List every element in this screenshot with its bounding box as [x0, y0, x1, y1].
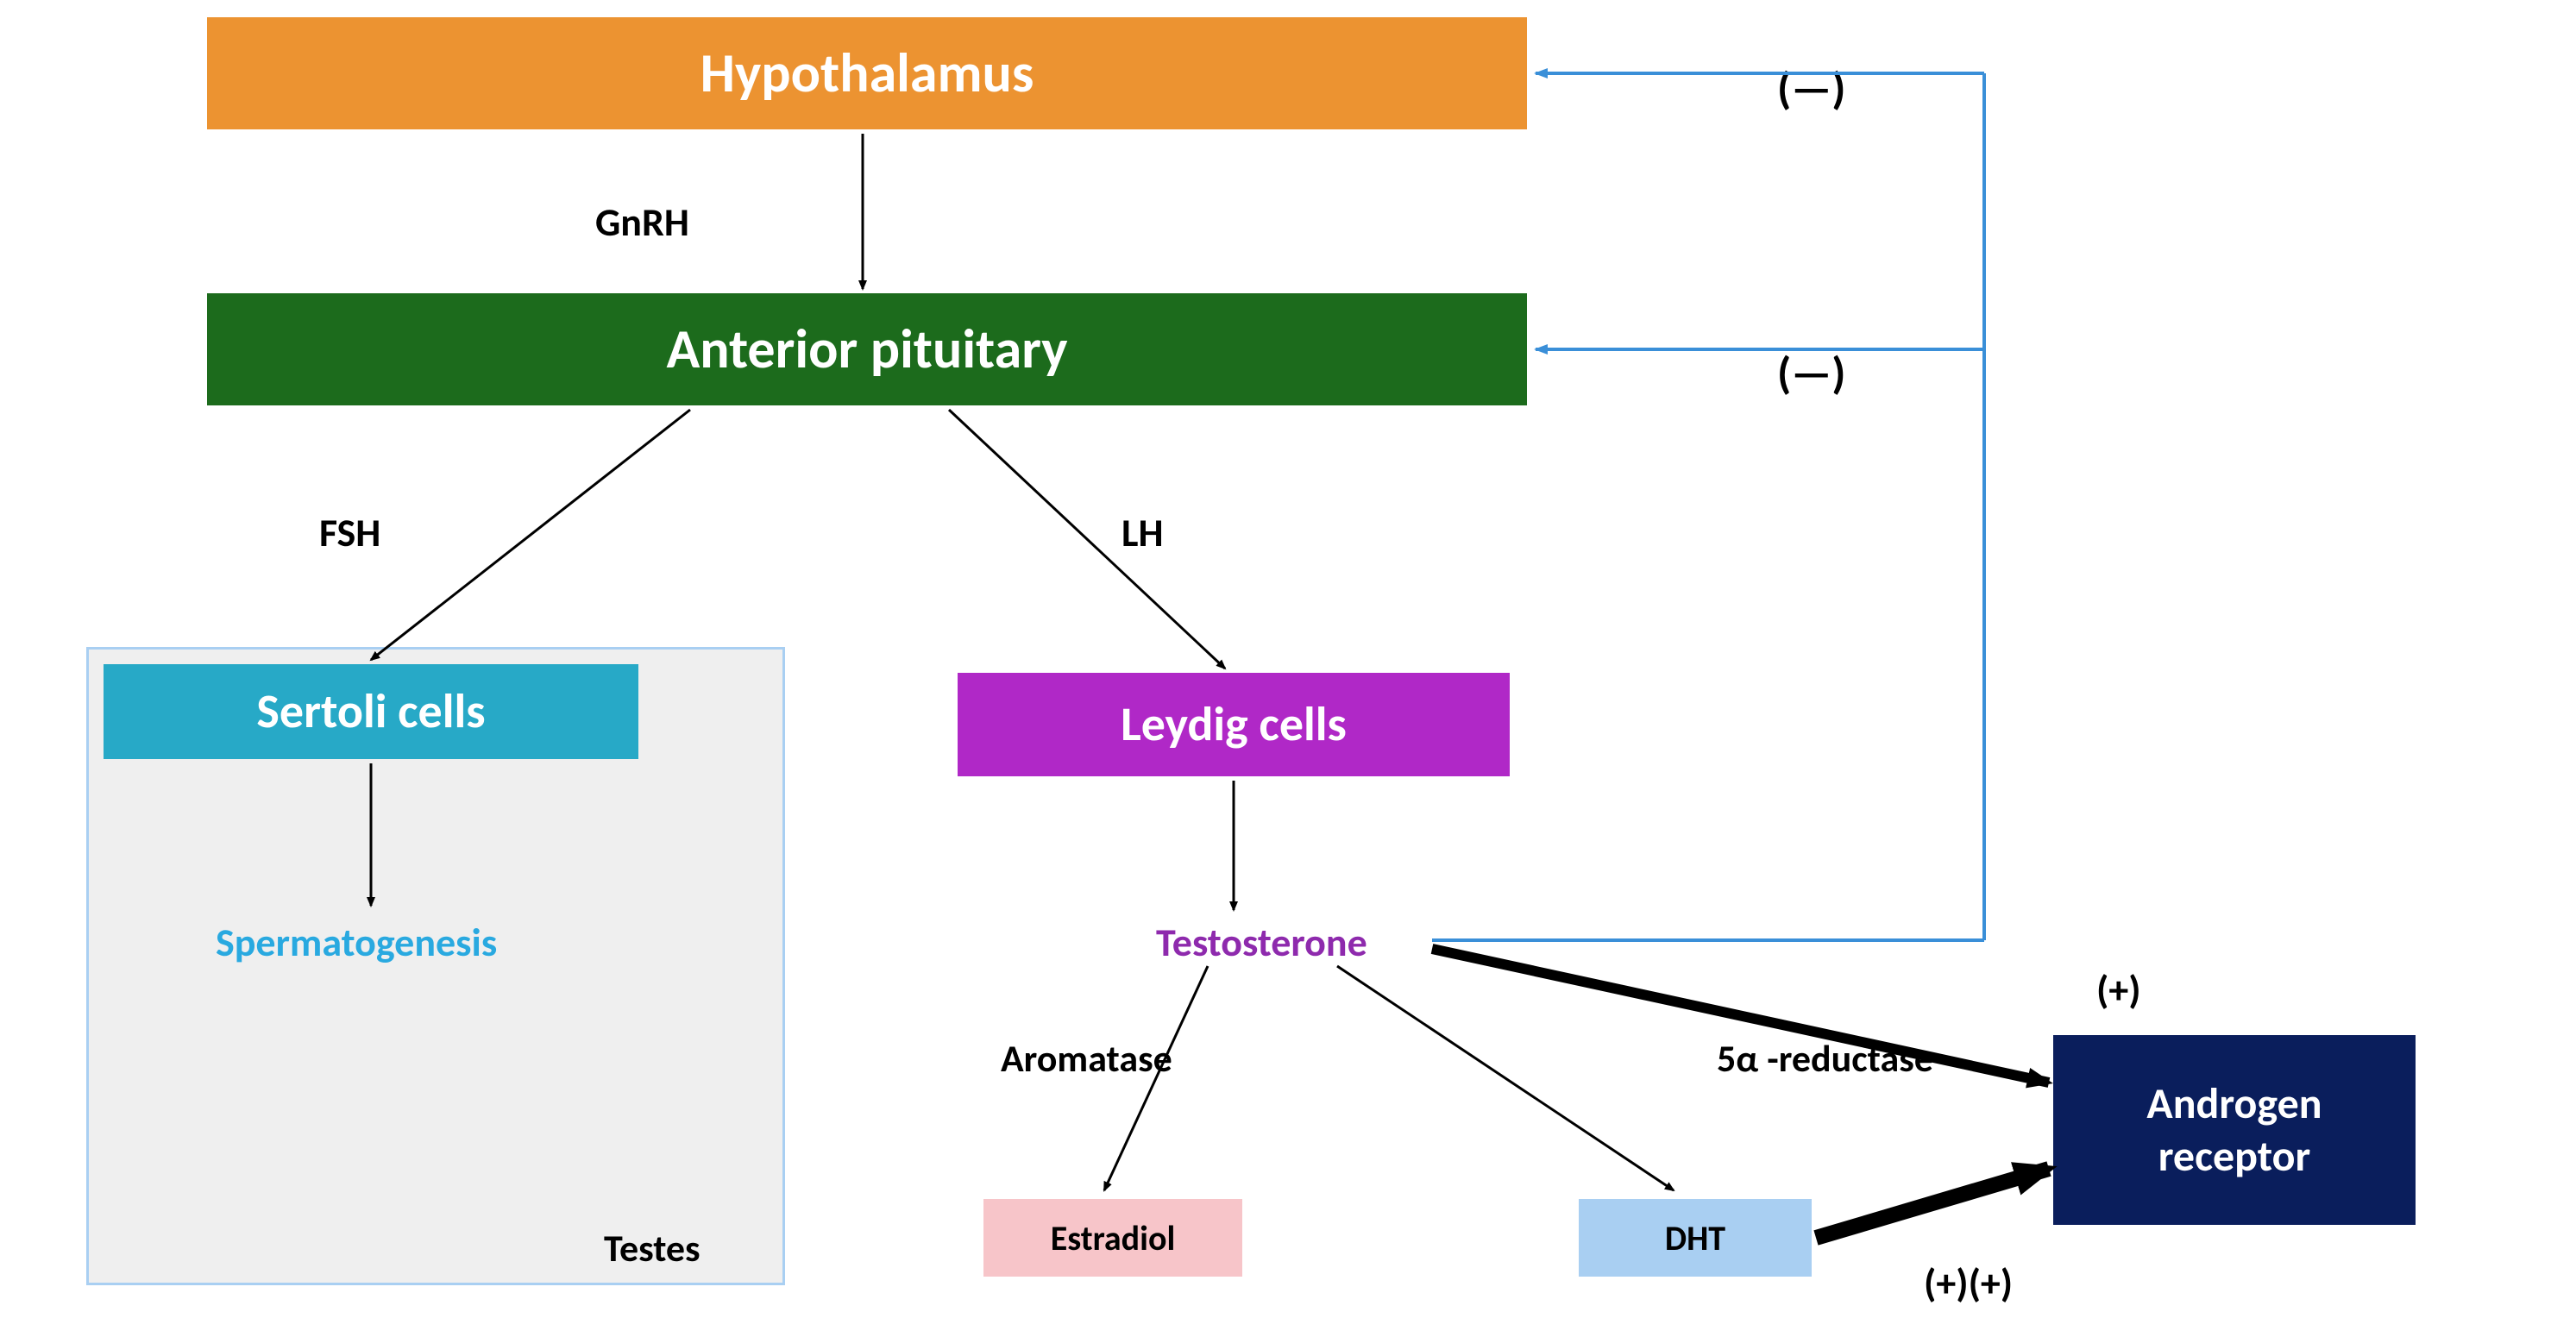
node-label: Androgenreceptor — [2146, 1077, 2322, 1183]
label-plus-1: (+) — [2096, 966, 2141, 1014]
diagram-canvas: Hypothalamus Anterior pituitary Sertoli … — [0, 0, 2576, 1337]
node-estradiol: Estradiol — [983, 1199, 1242, 1277]
edge-test-to-dht — [1337, 966, 1674, 1190]
edge-pit-to-leydig — [949, 410, 1225, 668]
node-sertoli-cells: Sertoli cells — [104, 664, 638, 759]
node-leydig-cells: Leydig cells — [958, 673, 1510, 776]
label-spermatogenesis: Spermatogenesis — [216, 919, 497, 967]
edge-pit-to-sertoli — [371, 410, 690, 660]
label-5a-reductase: 5α -reductase — [1717, 1035, 1933, 1082]
node-label: Hypothalamus — [701, 40, 1034, 107]
node-label: Anterior pituitary — [666, 316, 1067, 383]
node-hypothalamus: Hypothalamus — [207, 17, 1527, 129]
node-label: Sertoli cells — [256, 682, 485, 741]
node-label: Leydig cells — [1121, 695, 1347, 754]
label-testes: Testes — [604, 1225, 701, 1271]
label-fsh: FSH — [319, 509, 380, 557]
label-lh: LH — [1122, 509, 1163, 557]
node-label: DHT — [1665, 1217, 1725, 1259]
label-gnrh: GnRH — [595, 198, 689, 247]
edge-dht-to-ar — [1816, 1169, 2049, 1238]
label-aromatase: Aromatase — [1001, 1035, 1172, 1082]
label-testosterone: Testosterone — [1156, 919, 1367, 967]
node-dht: DHT — [1579, 1199, 1812, 1277]
label-neg-feedback-2: (—) — [1777, 345, 1845, 400]
label-plus-2: (+)(+) — [1924, 1259, 2013, 1308]
node-label: Estradiol — [1051, 1217, 1176, 1259]
node-anterior-pituitary: Anterior pituitary — [207, 293, 1527, 405]
node-androgen-receptor: Androgenreceptor — [2053, 1035, 2416, 1225]
label-neg-feedback-1: (—) — [1777, 60, 1845, 116]
